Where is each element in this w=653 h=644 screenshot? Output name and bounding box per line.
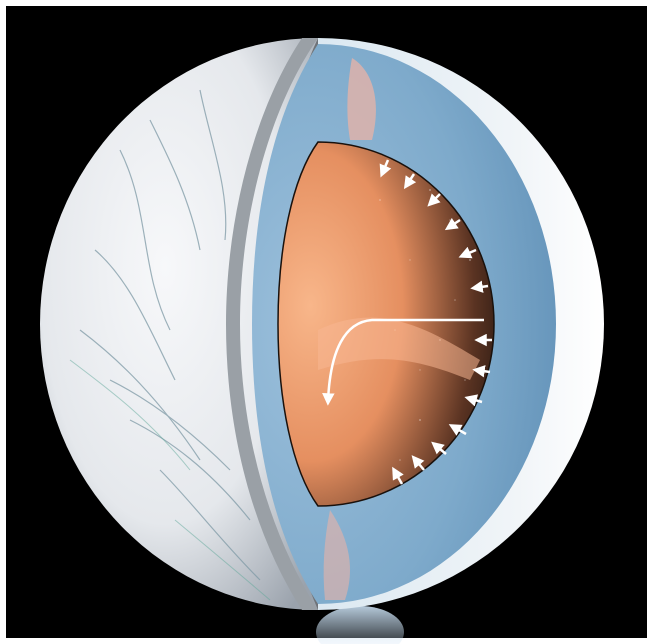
vent-plume-bottom: [323, 510, 350, 600]
surface-fractures: [79, 89, 261, 581]
cut-face: [226, 38, 318, 610]
plume-jet: [316, 606, 404, 644]
downflow-arrow: [322, 318, 484, 406]
vent-plume-top: [347, 58, 376, 140]
inflow-arrows: [379, 159, 492, 485]
